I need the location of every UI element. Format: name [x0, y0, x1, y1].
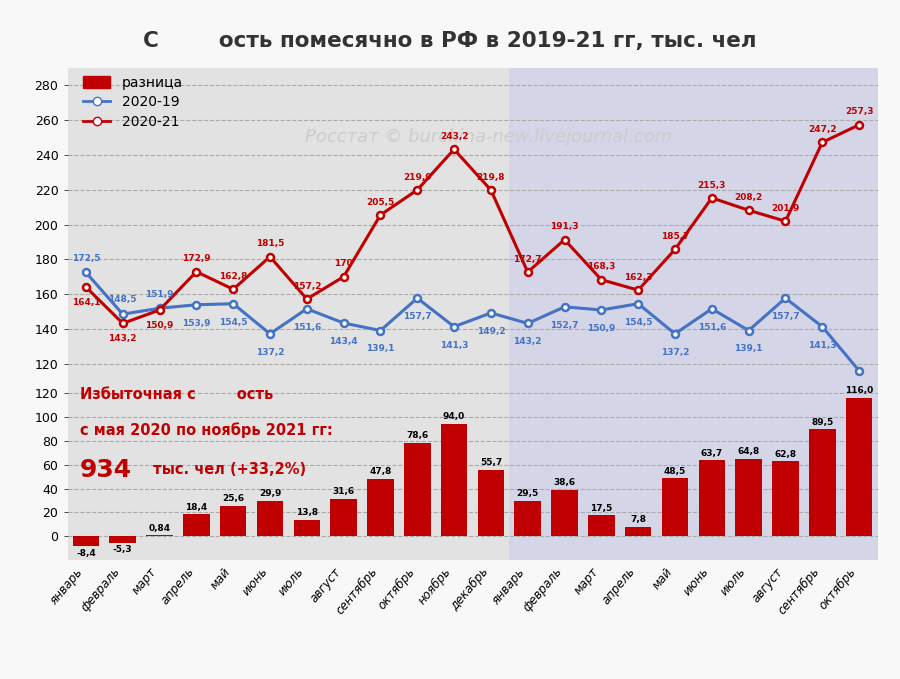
Text: 152,7: 152,7: [550, 320, 579, 330]
Text: 172,5: 172,5: [72, 254, 100, 263]
Bar: [515, 501, 541, 536]
Text: 89,5: 89,5: [811, 418, 833, 426]
Text: 62,8: 62,8: [774, 449, 796, 458]
Text: 139,1: 139,1: [734, 344, 763, 353]
Text: 63,7: 63,7: [701, 449, 723, 458]
Text: 150,9: 150,9: [146, 321, 174, 330]
Text: Росстат © burckina-new.livejournal.com: Росстат © burckina-new.livejournal.com: [305, 128, 672, 146]
Text: 164,1: 164,1: [72, 298, 100, 307]
Text: 162,8: 162,8: [219, 272, 248, 281]
Bar: [509, 381, 878, 560]
Text: 31,6: 31,6: [333, 487, 355, 496]
Bar: [220, 506, 247, 536]
Text: с мая 2020 по ноябрь 2021 гг:: с мая 2020 по ноябрь 2021 гг:: [80, 422, 332, 438]
Text: 7,8: 7,8: [630, 515, 646, 524]
Text: 137,2: 137,2: [661, 348, 689, 356]
Text: 13,8: 13,8: [296, 508, 318, 517]
Text: 219,9: 219,9: [403, 172, 432, 181]
Bar: [509, 68, 878, 381]
Text: 243,2: 243,2: [440, 132, 468, 141]
Text: 29,5: 29,5: [517, 490, 539, 498]
Text: 143,2: 143,2: [109, 335, 137, 344]
Bar: [293, 520, 320, 536]
Text: 157,7: 157,7: [771, 312, 800, 321]
Text: 148,5: 148,5: [109, 295, 137, 304]
Text: 143,4: 143,4: [329, 337, 358, 346]
Text: 172,9: 172,9: [182, 255, 211, 263]
Bar: [478, 470, 504, 536]
Text: 201,9: 201,9: [771, 204, 799, 213]
Text: 150,9: 150,9: [587, 324, 616, 333]
Bar: [256, 500, 284, 536]
Bar: [68, 68, 509, 381]
Text: 55,7: 55,7: [480, 458, 502, 467]
Text: 205,5: 205,5: [366, 198, 394, 206]
Text: 934: 934: [80, 458, 131, 482]
Bar: [441, 424, 467, 536]
Text: 157,2: 157,2: [292, 282, 321, 291]
Text: 116,0: 116,0: [845, 384, 873, 394]
Text: 48,5: 48,5: [664, 466, 686, 476]
Text: 143,2: 143,2: [514, 337, 542, 346]
Bar: [68, 381, 509, 560]
Text: 0,84: 0,84: [148, 524, 171, 532]
Bar: [588, 515, 615, 536]
Bar: [147, 535, 173, 536]
Text: 139,1: 139,1: [366, 344, 395, 353]
Text: С        ость помесячно в РФ в 2019-21 гг, тыс. чел: С ость помесячно в РФ в 2019-21 гг, тыс.…: [143, 31, 757, 50]
Text: 162,3: 162,3: [624, 273, 652, 282]
Text: -8,4: -8,4: [76, 549, 95, 558]
Text: 141,3: 141,3: [808, 341, 836, 350]
Legend: разница, 2020-19, 2020-21: разница, 2020-19, 2020-21: [78, 72, 187, 133]
Text: 94,0: 94,0: [443, 412, 465, 422]
Bar: [625, 527, 652, 536]
Text: 215,3: 215,3: [698, 181, 726, 189]
Text: 29,9: 29,9: [259, 489, 281, 498]
Text: тыс. чел (+33,2%): тыс. чел (+33,2%): [148, 462, 307, 477]
Text: 38,6: 38,6: [554, 479, 576, 488]
Text: 116,0: 116,0: [845, 386, 873, 395]
Text: 78,6: 78,6: [406, 430, 428, 440]
Text: 64,8: 64,8: [737, 447, 760, 456]
Text: 18,4: 18,4: [185, 502, 208, 511]
Text: 149,2: 149,2: [477, 327, 505, 336]
Bar: [552, 490, 578, 536]
Text: 208,2: 208,2: [734, 193, 763, 202]
Text: 151,9: 151,9: [145, 289, 174, 299]
Text: Избыточная с        ость: Избыточная с ость: [80, 386, 273, 401]
Text: 25,6: 25,6: [222, 494, 244, 503]
Text: 247,2: 247,2: [808, 125, 837, 134]
Bar: [73, 536, 99, 547]
Bar: [735, 459, 762, 536]
Bar: [846, 398, 872, 536]
Bar: [404, 443, 430, 536]
Bar: [809, 430, 835, 536]
Text: 151,6: 151,6: [292, 323, 321, 331]
Text: 47,8: 47,8: [369, 467, 392, 477]
Text: 168,3: 168,3: [587, 262, 616, 272]
Text: 154,5: 154,5: [624, 318, 652, 327]
Bar: [110, 536, 136, 543]
Text: 185,7: 185,7: [661, 232, 689, 241]
Text: 141,3: 141,3: [440, 341, 468, 350]
Bar: [330, 498, 357, 536]
Text: -5,3: -5,3: [112, 545, 132, 555]
Text: 181,5: 181,5: [256, 240, 284, 249]
Bar: [772, 461, 798, 536]
Text: 191,3: 191,3: [550, 222, 579, 232]
Text: 17,5: 17,5: [590, 504, 613, 513]
Text: 153,9: 153,9: [182, 318, 211, 328]
Text: 219,8: 219,8: [477, 172, 505, 182]
Text: 137,2: 137,2: [256, 348, 284, 356]
Text: 157,7: 157,7: [403, 312, 432, 321]
Text: 151,6: 151,6: [698, 323, 726, 331]
Text: 154,5: 154,5: [219, 318, 248, 327]
Text: 170: 170: [334, 259, 353, 268]
Bar: [183, 515, 210, 536]
Bar: [367, 479, 393, 536]
Text: 172,7: 172,7: [513, 255, 542, 263]
Bar: [698, 460, 725, 536]
Text: 257,3: 257,3: [845, 107, 873, 117]
Bar: [662, 479, 688, 536]
